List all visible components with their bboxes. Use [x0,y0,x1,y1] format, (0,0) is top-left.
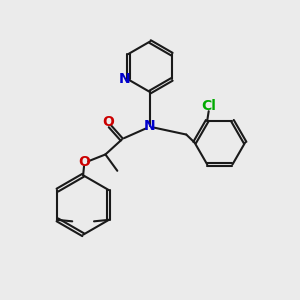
Text: Cl: Cl [201,99,216,113]
Text: N: N [144,119,156,133]
Text: N: N [119,72,130,86]
Text: O: O [79,155,91,169]
Text: O: O [103,116,114,129]
